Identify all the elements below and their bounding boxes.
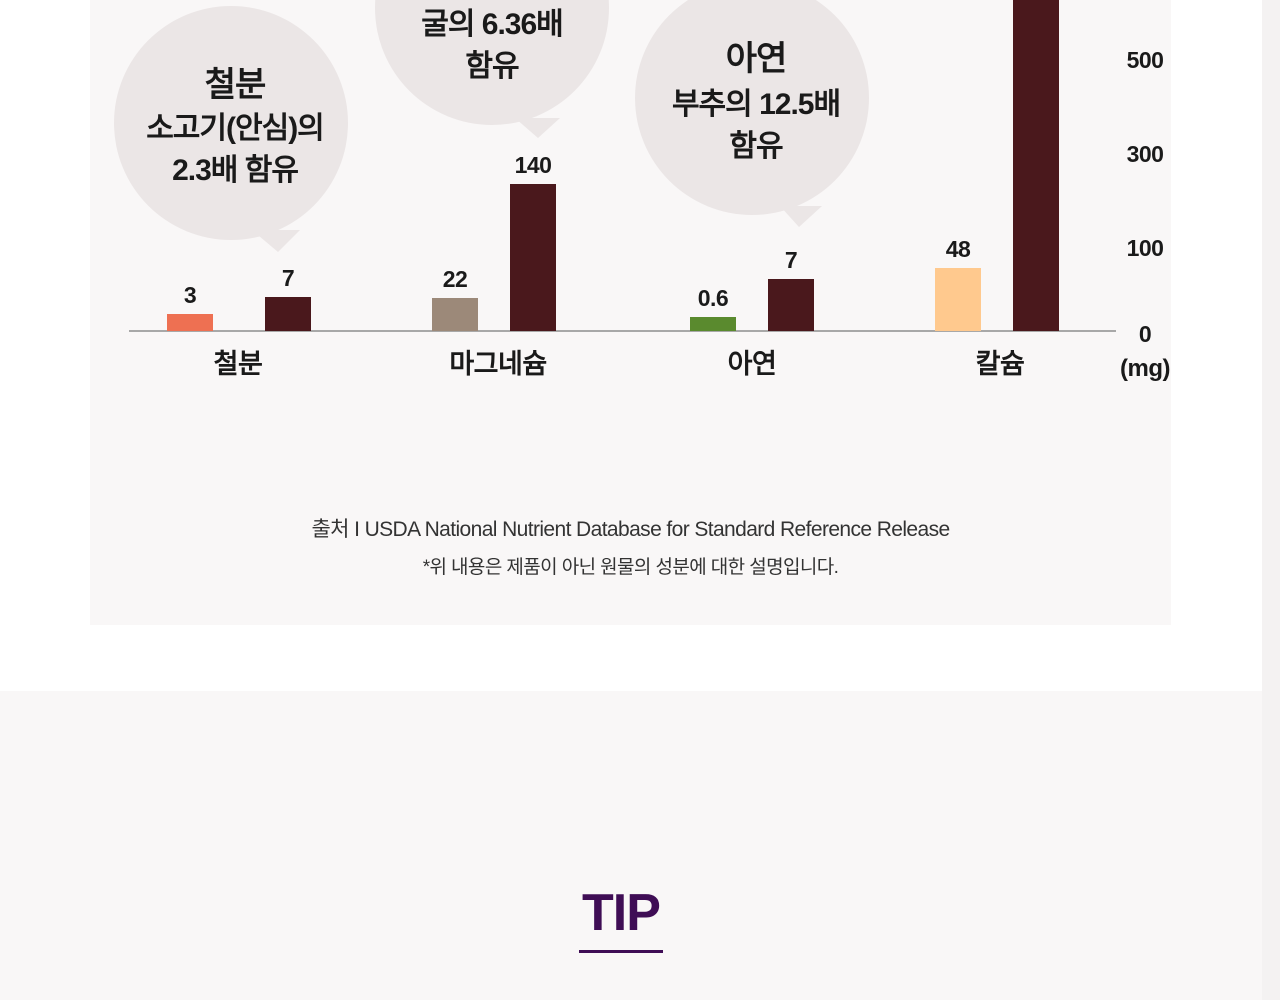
- callout-text: 부추의 12.5배: [672, 88, 840, 121]
- callout-text: 함유: [729, 130, 783, 163]
- bubble-tail: [780, 206, 822, 227]
- bubble-shape: [635, 0, 869, 215]
- value-label: 3: [184, 282, 196, 308]
- callout-text: 함유: [465, 50, 519, 83]
- bars-group: [167, 0, 1059, 331]
- source-citation: 출처 I USDA National Nutrient Database for…: [311, 518, 950, 541]
- value-label: 0.6: [698, 285, 728, 311]
- bar-3-0: [935, 268, 981, 331]
- page-gutter: [1262, 0, 1280, 1000]
- value-label: 22: [443, 266, 468, 292]
- y-tick-label: 300: [1127, 141, 1164, 167]
- disclaimer-note: *위 내용은 제품이 아닌 원물의 성분에 대한 설명입니다.: [422, 557, 839, 578]
- bar-2-1: [768, 279, 814, 331]
- bubble-shape: [375, 0, 609, 125]
- y-tick-label: 100: [1127, 235, 1164, 261]
- bar-1-0: [432, 298, 478, 331]
- category-label: 아연: [728, 349, 777, 379]
- callout-text: 철분: [205, 66, 266, 104]
- value-label: 140: [515, 152, 552, 178]
- y-unit-label: (mg): [1120, 355, 1170, 382]
- bar-1-1: [510, 184, 556, 331]
- callout-text: 굴의 6.36배: [421, 8, 563, 41]
- tip-section: [0, 691, 1262, 1000]
- tip-underline: [579, 950, 663, 953]
- bar-0-1: [265, 297, 311, 331]
- category-label: 철분: [214, 349, 263, 379]
- callout-text: 2.3배 함유: [172, 154, 298, 187]
- y-axis: 500 300 100 0 (mg): [1120, 47, 1170, 382]
- value-label: 7: [785, 247, 797, 273]
- y-tick-label: 500: [1127, 47, 1164, 73]
- y-tick-label: 0: [1139, 321, 1151, 347]
- callout-text: 소고기(안심)의: [146, 112, 324, 145]
- category-label: 칼슘: [976, 349, 1025, 379]
- value-label: 7: [282, 265, 294, 291]
- bar-0-0: [167, 314, 213, 331]
- category-label: 마그네슘: [449, 349, 546, 379]
- bubble-shape: [114, 6, 348, 240]
- bubble-tail: [515, 118, 560, 138]
- bar-2-0: [690, 317, 736, 331]
- labels-group: 3 7 철분 22 140 마그네슘 0.6 7 아연 48 칼슘: [184, 152, 1025, 379]
- bubble-tail: [252, 230, 300, 252]
- tip-heading: TIP: [582, 884, 661, 942]
- value-label: 48: [946, 236, 971, 262]
- callout-text: 아연: [726, 40, 787, 78]
- bar-3-1: [1013, 0, 1059, 331]
